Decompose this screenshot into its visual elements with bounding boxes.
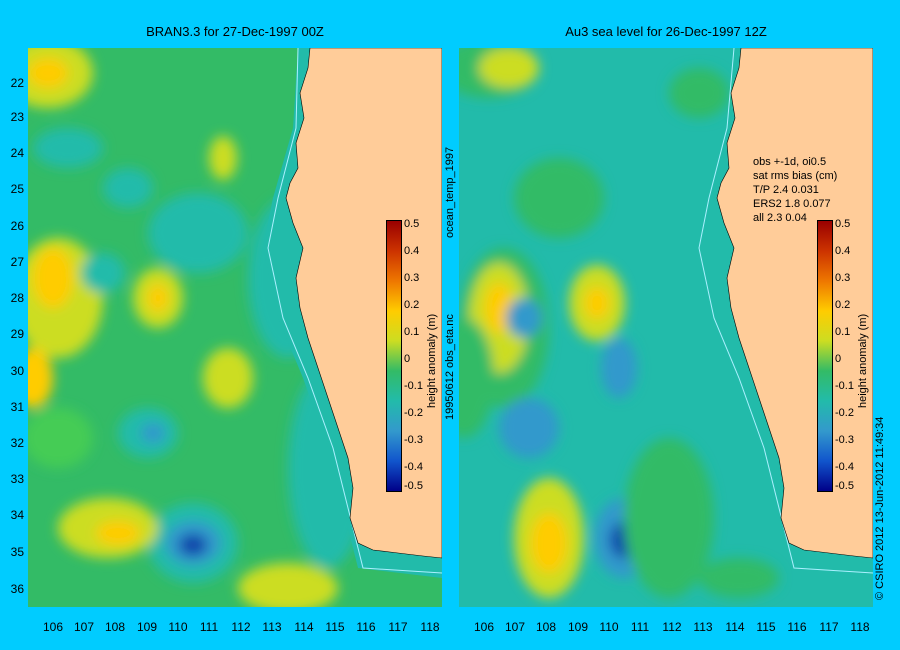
right-map-panel bbox=[459, 48, 873, 607]
colorbar-tick-label: -0.4 bbox=[835, 461, 854, 473]
left-colorbar-label: height anomaly (m) bbox=[426, 313, 438, 408]
lon-tick-label: 117 bbox=[819, 620, 839, 634]
lon-tick-label: 110 bbox=[599, 620, 619, 634]
lon-tick-label: 116 bbox=[787, 620, 807, 634]
left-map-panel bbox=[28, 48, 442, 607]
colorbar-tick-label: 0.3 bbox=[404, 272, 420, 284]
obs-file-label: 19950612 obs_eta.nc bbox=[444, 314, 456, 420]
left-panel-title: BRAN3.3 for 27-Dec-1997 00Z bbox=[146, 24, 324, 39]
colorbar-tick-label: 0.4 bbox=[835, 245, 851, 257]
lat-tick-label: 31 bbox=[10, 400, 24, 414]
right-panel-title: Au3 sea level for 26-Dec-1997 12Z bbox=[565, 24, 767, 39]
colorbar-tick-label: 0.2 bbox=[404, 299, 420, 311]
colorbar-tick-label: 0.4 bbox=[404, 245, 420, 257]
lat-tick-label: 34 bbox=[10, 508, 24, 522]
lon-tick-label: 107 bbox=[504, 620, 526, 634]
stats-line: T/P 2.4 0.031 bbox=[753, 184, 819, 196]
lat-tick-label: 26 bbox=[10, 219, 24, 233]
colorbar-tick-label: 0.5 bbox=[835, 218, 851, 230]
lon-tick-label: 108 bbox=[535, 620, 557, 634]
stats-line: ERS2 1.8 0.077 bbox=[753, 198, 831, 210]
stats-line: all 2.3 0.04 bbox=[753, 212, 807, 224]
stats-annotation: obs +-1d, oi0.5 sat rms bias (cm) T/P 2.… bbox=[753, 155, 837, 225]
lat-tick-label: 33 bbox=[10, 472, 24, 486]
lon-tick-label: 114 bbox=[725, 620, 745, 634]
lon-tick-label: 115 bbox=[325, 620, 345, 634]
stats-line: obs +-1d, oi0.5 bbox=[753, 156, 827, 168]
lon-tick-label: 116 bbox=[356, 620, 376, 634]
colorbar-tick-label: 0.1 bbox=[835, 326, 851, 338]
lat-tick-label: 24 bbox=[10, 146, 24, 160]
right-colorbar-label: height anomaly (m) bbox=[857, 313, 869, 408]
colorbar-tick-label: -0.3 bbox=[835, 434, 854, 446]
lon-tick-label: 109 bbox=[136, 620, 158, 634]
lat-tick-label: 32 bbox=[10, 436, 24, 450]
lon-tick-label: 118 bbox=[420, 620, 440, 634]
lon-tick-label: 111 bbox=[199, 620, 219, 634]
lat-tick-label: 27 bbox=[10, 255, 24, 269]
lat-tick-label: 35 bbox=[10, 545, 24, 559]
lon-tick-label: 109 bbox=[567, 620, 589, 634]
colorbar-tick-label: 0.1 bbox=[404, 326, 420, 338]
lon-tick-label: 108 bbox=[104, 620, 126, 634]
colorbar-tick-label: -0.2 bbox=[835, 407, 854, 419]
lon-tick-label: 111 bbox=[630, 620, 650, 634]
colorbar-tick-label: -0.4 bbox=[404, 461, 423, 473]
lon-tick-label: 112 bbox=[662, 620, 682, 634]
lon-tick-label: 118 bbox=[850, 620, 870, 634]
lat-tick-label: 36 bbox=[10, 582, 24, 596]
colorbar-tick-label: 0.5 bbox=[404, 218, 420, 230]
lat-tick-label: 30 bbox=[10, 364, 24, 378]
right-colorbar bbox=[817, 220, 833, 492]
colorbar-tick-label: 0 bbox=[835, 353, 842, 365]
colorbar-tick-label: -0.2 bbox=[404, 407, 423, 419]
colorbar-tick-label: -0.5 bbox=[404, 480, 423, 492]
lat-tick-label: 22 bbox=[10, 76, 24, 90]
lat-tick-label: 25 bbox=[10, 182, 24, 196]
lon-tick-label: 114 bbox=[294, 620, 314, 634]
colorbar-tick-label: -0.5 bbox=[835, 480, 854, 492]
lat-tick-label: 29 bbox=[10, 327, 24, 341]
lon-tick-label: 106 bbox=[42, 620, 64, 634]
lat-tick-label: 28 bbox=[10, 291, 24, 305]
colorbar-tick-label: 0.2 bbox=[835, 299, 851, 311]
lon-tick-label: 113 bbox=[693, 620, 713, 634]
copyright-label: © CSIRO 2012 13-Jun-2012 11:49:34 bbox=[874, 416, 886, 600]
lon-tick-label: 113 bbox=[262, 620, 282, 634]
colorbar-tick-label: 0 bbox=[404, 353, 411, 365]
lon-tick-label: 117 bbox=[388, 620, 408, 634]
lon-tick-label: 112 bbox=[231, 620, 251, 634]
lon-tick-label: 106 bbox=[473, 620, 495, 634]
ocean-temp-label: ocean_temp_1997 bbox=[444, 146, 456, 238]
colorbar-tick-label: -0.1 bbox=[404, 380, 423, 392]
colorbar-tick-label: -0.3 bbox=[404, 434, 423, 446]
lon-tick-label: 115 bbox=[756, 620, 776, 634]
left-colorbar bbox=[386, 220, 402, 492]
lon-tick-label: 107 bbox=[73, 620, 95, 634]
lat-tick-label: 23 bbox=[10, 110, 24, 124]
colorbar-tick-label: 0.3 bbox=[835, 272, 851, 284]
stats-line: sat rms bias (cm) bbox=[753, 170, 838, 182]
lon-tick-label: 110 bbox=[168, 620, 188, 634]
colorbar-tick-label: -0.1 bbox=[835, 380, 854, 392]
